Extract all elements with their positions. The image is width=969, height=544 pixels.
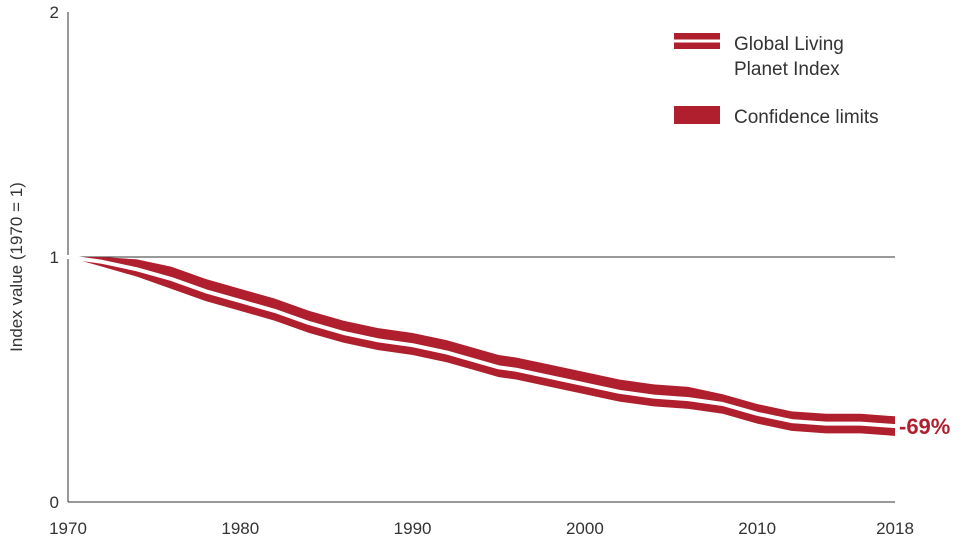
legend-swatch-confidence <box>674 106 720 124</box>
y-axis-title: Index value (1970 = 1) <box>7 182 26 352</box>
legend: Global Living Planet Index Confidence li… <box>674 33 879 128</box>
legend-entry-confidence: Confidence limits <box>674 106 879 128</box>
x-tick-label: 1970 <box>49 519 87 538</box>
y-tick-label: 1 <box>50 248 59 267</box>
x-tick-label: 1990 <box>394 519 432 538</box>
y-tick-label: 2 <box>50 3 59 22</box>
legend-label-index-line1: Global Living <box>734 34 844 55</box>
legend-label-confidence: Confidence limits <box>734 107 879 128</box>
x-tick-label: 2018 <box>876 519 914 538</box>
chart-axes <box>67 12 895 503</box>
tick-labels: 1970 1980 1990 2000 2010 2018 0 1 2 <box>49 3 914 538</box>
confidence-band <box>68 257 895 436</box>
series-layer <box>66 255 897 436</box>
x-tick-label: 1980 <box>221 519 259 538</box>
legend-label-index-line2: Planet Index <box>734 59 840 80</box>
end-change-label: -69% <box>899 414 950 439</box>
x-tick-label: 2000 <box>566 519 604 538</box>
x-tick-label: 2010 <box>738 519 776 538</box>
index-line <box>66 255 897 429</box>
y-tick-label: 0 <box>50 493 59 512</box>
legend-entry-index: Global Living Planet Index <box>674 33 844 80</box>
